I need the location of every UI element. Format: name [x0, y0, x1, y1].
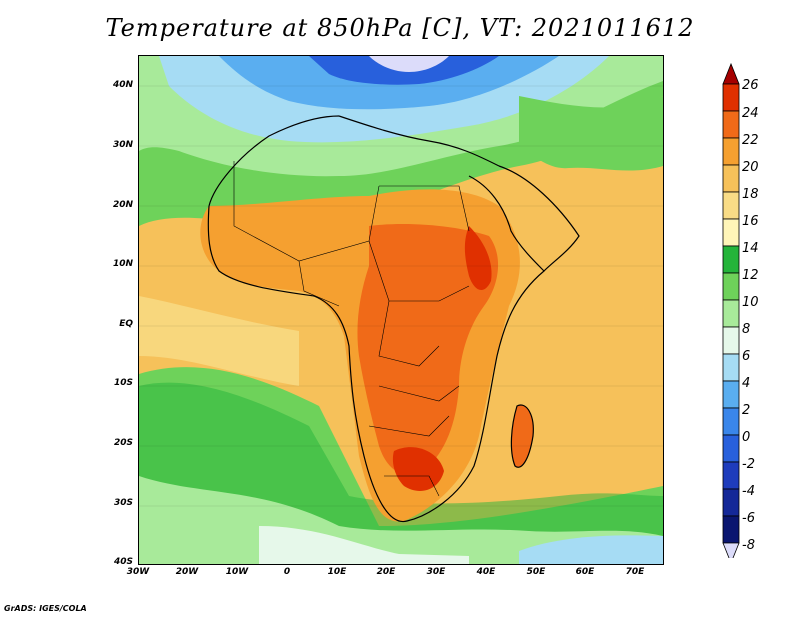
lon-label: 20W: [175, 567, 199, 577]
colorbar-label: 10: [742, 295, 759, 310]
lon-label: 10E: [327, 567, 347, 577]
lat-label: 20N: [112, 200, 133, 210]
lon-label: 50E: [526, 567, 546, 577]
lon-label: 70E: [625, 567, 645, 577]
colorbar-segment: [722, 407, 740, 436]
arabia-green: [519, 96, 663, 171]
colorbar-label: -2: [742, 457, 755, 472]
colorbar-segment: [722, 461, 740, 490]
colorbar-label: 2: [742, 403, 751, 418]
lat-label: 40S: [113, 557, 133, 567]
colorbar-segment: [722, 164, 740, 193]
colorbar-segment: [722, 326, 740, 355]
graticule: [139, 85, 663, 507]
colorbar-label: -8: [742, 538, 755, 553]
north-pale-core: [369, 56, 449, 72]
colorbar-label: -4: [742, 484, 755, 499]
lon-label: 20E: [376, 567, 396, 577]
colorbar-segment: [722, 272, 740, 301]
lon-label: 10W: [225, 567, 249, 577]
lat-label: 40N: [112, 80, 133, 90]
temperature-map: [138, 55, 664, 565]
colorbar-label: 24: [742, 106, 759, 121]
colorbar-segment: [722, 191, 740, 220]
africa-hot: [357, 224, 499, 475]
colorbar-segment: [722, 83, 740, 112]
colorbar-segment: [722, 245, 740, 274]
colorbar-label: 8: [742, 322, 751, 337]
map-title: Temperature at 850hPa [C], VT: 202101161…: [105, 14, 695, 42]
colorbar: [722, 62, 740, 558]
lon-label: 60E: [575, 567, 595, 577]
colorbar-label: 0: [742, 430, 751, 445]
colorbar-label: 22: [742, 133, 759, 148]
colorbar-segment: [722, 218, 740, 247]
colorbar-label: 18: [742, 187, 759, 202]
lon-label: 30W: [126, 567, 150, 577]
lat-label: 20S: [113, 438, 133, 448]
madagascar-hot: [511, 405, 534, 468]
colorbar-label: -6: [742, 511, 755, 526]
colorbar-label: 12: [742, 268, 759, 283]
colorbar-label: 16: [742, 214, 759, 229]
colorbar-label: 14: [742, 241, 759, 256]
lat-label: EQ: [119, 319, 133, 329]
lat-label: 30N: [112, 140, 133, 150]
coastlines: [207, 115, 580, 523]
lon-label: 40E: [476, 567, 496, 577]
colorbar-top-arrow: [722, 62, 740, 85]
country-borders: [233, 161, 470, 497]
lat-label: 10S: [113, 378, 133, 388]
west-pale-band: [139, 296, 299, 386]
colorbar-segment: [722, 434, 740, 463]
lat-label: 10N: [112, 259, 133, 269]
south-blue-patch: [519, 535, 663, 564]
credit-text: GrADS: IGES/COLA: [4, 604, 87, 613]
colorbar-segment: [722, 110, 740, 139]
south-pale-band: [259, 526, 469, 564]
colorbar-bottom-arrow: [722, 542, 740, 558]
colorbar-label: 4: [742, 376, 751, 391]
colorbar-label: 6: [742, 349, 751, 364]
colorbar-segment: [722, 380, 740, 409]
colorbar-label: 26: [742, 78, 759, 93]
colorbar-segment: [722, 515, 740, 544]
lat-label: 30S: [113, 498, 133, 508]
colorbar-segment: [722, 353, 740, 382]
lon-label: 30E: [426, 567, 446, 577]
lon-label: 0: [283, 567, 291, 577]
east-africa-hottest: [464, 226, 492, 291]
colorbar-segment: [722, 299, 740, 328]
colorbar-segment: [722, 488, 740, 517]
colorbar-segment: [722, 137, 740, 166]
colorbar-label: 20: [742, 160, 759, 175]
